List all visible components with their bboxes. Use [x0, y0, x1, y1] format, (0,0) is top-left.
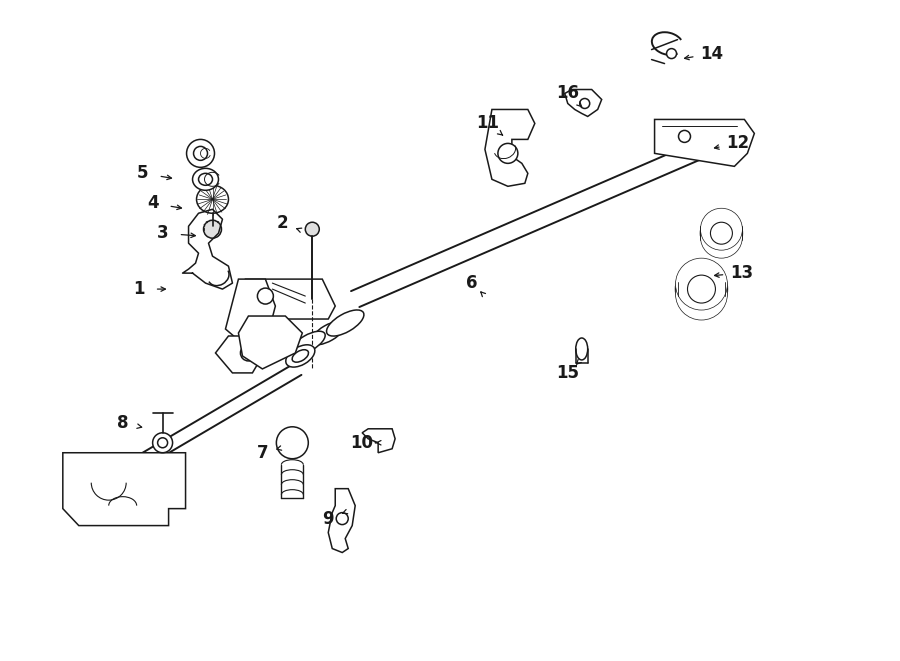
Circle shape: [498, 143, 518, 163]
Ellipse shape: [292, 350, 309, 362]
Polygon shape: [246, 279, 335, 319]
Ellipse shape: [327, 310, 364, 336]
Polygon shape: [654, 120, 754, 167]
Ellipse shape: [199, 173, 212, 185]
Ellipse shape: [676, 268, 727, 320]
Text: 15: 15: [556, 364, 580, 382]
Polygon shape: [183, 210, 232, 289]
Circle shape: [580, 98, 590, 108]
Polygon shape: [63, 453, 185, 525]
Text: 2: 2: [276, 214, 288, 232]
Ellipse shape: [301, 334, 320, 348]
Text: 1: 1: [133, 280, 144, 298]
Polygon shape: [238, 316, 302, 369]
Ellipse shape: [688, 275, 716, 303]
Circle shape: [240, 345, 256, 361]
Ellipse shape: [700, 208, 742, 250]
Text: 14: 14: [700, 44, 723, 63]
Text: 10: 10: [351, 434, 374, 451]
Circle shape: [203, 220, 221, 238]
Circle shape: [337, 513, 348, 525]
Ellipse shape: [196, 185, 229, 214]
Circle shape: [158, 438, 167, 447]
Ellipse shape: [700, 216, 742, 258]
Ellipse shape: [286, 345, 315, 367]
Circle shape: [276, 427, 309, 459]
Text: 9: 9: [322, 510, 334, 527]
Polygon shape: [226, 279, 275, 346]
Ellipse shape: [292, 331, 325, 355]
Text: 12: 12: [725, 134, 749, 153]
Ellipse shape: [193, 169, 219, 190]
Ellipse shape: [676, 258, 727, 310]
Polygon shape: [328, 488, 356, 553]
Ellipse shape: [676, 263, 727, 315]
Circle shape: [153, 433, 173, 453]
Text: 7: 7: [256, 444, 268, 462]
Circle shape: [305, 222, 320, 236]
Ellipse shape: [710, 222, 733, 244]
Polygon shape: [565, 89, 602, 116]
Text: 13: 13: [730, 264, 753, 282]
Ellipse shape: [311, 321, 346, 345]
Text: 3: 3: [157, 224, 168, 242]
Circle shape: [667, 49, 677, 59]
Text: 5: 5: [137, 165, 148, 182]
Text: 11: 11: [476, 114, 500, 132]
Polygon shape: [485, 110, 535, 186]
Polygon shape: [215, 336, 263, 373]
Circle shape: [186, 139, 214, 167]
Text: 4: 4: [147, 194, 158, 212]
Text: 6: 6: [466, 274, 478, 292]
Circle shape: [257, 288, 274, 304]
Text: 16: 16: [556, 85, 580, 102]
Polygon shape: [362, 429, 395, 453]
Circle shape: [679, 130, 690, 142]
Ellipse shape: [576, 338, 588, 360]
Ellipse shape: [700, 212, 742, 254]
Text: 8: 8: [117, 414, 129, 432]
Circle shape: [194, 146, 208, 161]
